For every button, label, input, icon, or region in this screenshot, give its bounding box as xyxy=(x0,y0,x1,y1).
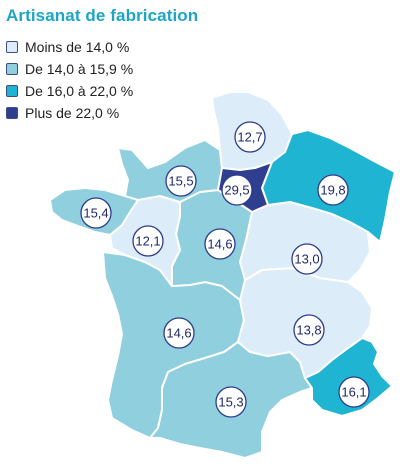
map-title: Artisanat de fabrication xyxy=(6,6,199,25)
value-badge: 14,6 xyxy=(204,228,236,260)
value-badge: 13,8 xyxy=(293,314,325,346)
legend-label: Moins de 14,0 % xyxy=(25,39,130,55)
value-label: 13,0 xyxy=(294,252,319,267)
value-badge: 14,6 xyxy=(163,317,195,349)
legend-swatch xyxy=(6,63,18,75)
value-label: 15,3 xyxy=(218,395,243,410)
value-badge: 13,0 xyxy=(291,243,323,275)
value-label: 14,6 xyxy=(207,237,232,252)
legend-swatch xyxy=(6,107,18,119)
legend-swatch xyxy=(6,41,18,53)
legend-item: Plus de 22,0 % xyxy=(6,102,133,124)
legend-item: De 16,0 à 22,0 % xyxy=(6,80,133,102)
legend-item: Moins de 14,0 % xyxy=(6,36,133,58)
value-badge: 12,1 xyxy=(132,225,164,257)
value-badge: 15,3 xyxy=(215,386,247,418)
value-label: 14,6 xyxy=(166,326,191,341)
legend-label: De 14,0 à 15,9 % xyxy=(25,61,134,77)
value-label: 29,5 xyxy=(224,183,249,198)
value-label: 15,4 xyxy=(83,206,108,221)
value-label: 12,7 xyxy=(237,130,262,145)
legend-swatch xyxy=(6,85,18,97)
value-label: 15,5 xyxy=(168,174,193,189)
value-label: 16,1 xyxy=(341,385,366,400)
value-label: 13,8 xyxy=(296,323,321,338)
value-label: 19,8 xyxy=(320,183,345,198)
value-label: 12,1 xyxy=(135,234,160,249)
value-badge: 29,5 xyxy=(221,174,253,206)
legend-item: De 14,0 à 15,9 % xyxy=(6,58,133,80)
value-badge: 19,8 xyxy=(317,174,349,206)
value-badge: 16,1 xyxy=(338,376,370,408)
value-badge: 12,7 xyxy=(234,121,266,153)
value-badge: 15,4 xyxy=(80,197,112,229)
value-badge: 15,5 xyxy=(165,165,197,197)
legend-label: Plus de 22,0 % xyxy=(25,105,120,121)
legend-label: De 16,0 à 22,0 % xyxy=(25,83,134,99)
legend: Moins de 14,0 % De 14,0 à 15,9 % De 16,0… xyxy=(6,36,133,124)
